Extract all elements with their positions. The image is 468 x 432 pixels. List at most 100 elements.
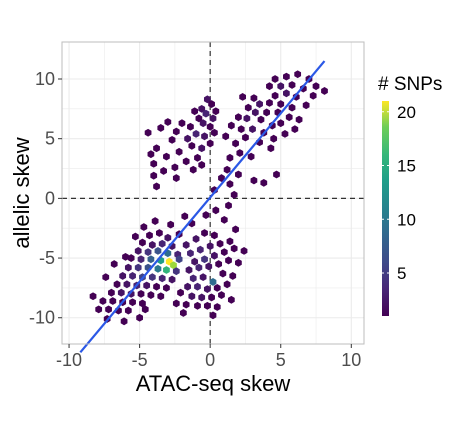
hex-cell: [277, 119, 285, 128]
hex-cell: [225, 201, 232, 210]
hex-cell: [164, 233, 172, 242]
hex-cell: [235, 170, 242, 179]
hex-cell: [202, 109, 210, 118]
hex-cell: [227, 295, 235, 304]
hex-cell: [105, 305, 112, 314]
hex-cell: [164, 118, 172, 126]
hex-cell: [285, 113, 293, 122]
hex-cell: [134, 263, 142, 272]
hex-cell: [209, 311, 217, 320]
hex-cell: [102, 273, 110, 282]
hex-cell: [211, 231, 218, 240]
hex-cell: [184, 282, 191, 291]
hex-cell: [163, 284, 170, 292]
hex-cell: [218, 174, 225, 182]
hex-cell: [283, 89, 290, 98]
hex-cell: [281, 130, 289, 138]
hex-cell: [213, 284, 221, 292]
hex-cell: [203, 301, 211, 310]
hex-cell: [194, 153, 201, 162]
legend-title: # SNPs: [378, 74, 442, 95]
hex-cell: [172, 267, 180, 276]
hex-cell: [195, 263, 203, 272]
color-legend: # SNPs 5 10 15 20: [378, 74, 442, 316]
hex-cell: [144, 128, 152, 137]
hex-cell: [182, 241, 190, 249]
hex-cell: [192, 130, 200, 138]
hex-cell: [201, 132, 208, 141]
hex-cell: [203, 95, 211, 104]
hex-cell: [257, 115, 265, 124]
hex-cell: [153, 182, 160, 191]
hex-cell: [179, 309, 187, 317]
hex-cell: [160, 167, 167, 175]
hex-cell: [219, 269, 227, 278]
hex-cell: [127, 254, 135, 262]
hex-cell: [237, 125, 245, 134]
x-tick-label: 10: [341, 350, 361, 370]
hex-cell: [134, 246, 142, 255]
hex-cell: [229, 272, 237, 280]
hex-cell: [95, 305, 103, 314]
hex-cell: [230, 244, 238, 253]
x-tick-label: -5: [132, 350, 148, 370]
y-tick-label: -5: [39, 248, 55, 268]
hex-cell: [124, 263, 132, 272]
x-tick-label: -10: [56, 350, 82, 370]
hex-cell: [321, 87, 328, 95]
hex-cell: [251, 108, 259, 117]
hex-cell: [208, 293, 215, 302]
hex-cell: [196, 245, 204, 254]
hex-cell: [124, 306, 132, 315]
hex-cell: [292, 93, 300, 101]
hex-cell: [302, 101, 310, 110]
hex-cell: [202, 211, 210, 219]
hex-cell: [144, 248, 152, 256]
hex-cell: [99, 297, 107, 305]
hex-cell: [154, 246, 162, 255]
hex-cell: [156, 229, 163, 237]
hex-cell: [185, 266, 193, 274]
y-tick-label: 0: [45, 188, 55, 208]
hex-cell: [273, 170, 280, 179]
hex-cell: [147, 291, 155, 299]
hex-cell: [192, 235, 200, 243]
hex-cell: [288, 81, 296, 89]
hex-cell: [139, 238, 146, 247]
hex-cell: [137, 255, 145, 264]
hex-cell: [198, 161, 206, 169]
hex-cell: [89, 292, 97, 301]
hex-cell: [213, 303, 221, 311]
hex-cell: [222, 132, 230, 141]
hex-cell: [226, 237, 234, 246]
hex-cell: [206, 139, 214, 148]
hex-cell: [212, 107, 220, 116]
hex-cell: [189, 165, 197, 174]
hex-cell: [140, 223, 148, 231]
hex-cell: [127, 289, 135, 298]
hex-cell: [187, 249, 194, 258]
regression-line: [79, 60, 326, 354]
hex-cell: [132, 232, 139, 241]
hex-cell: [299, 84, 307, 93]
hex-cell: [212, 206, 220, 215]
hex-cell: [157, 124, 165, 132]
hex-cell: [201, 255, 208, 264]
hex-cell: [239, 93, 247, 101]
hex-cell: [216, 239, 224, 248]
hex-cell: [154, 264, 162, 273]
hex-cell: [168, 275, 176, 284]
hex-cell: [250, 176, 258, 185]
hex-cell: [123, 280, 131, 289]
hex-cell: [170, 261, 177, 270]
grid-lines: [62, 42, 364, 344]
hex-cell: [129, 272, 136, 280]
hex-cell: [277, 82, 285, 91]
hex-cell: [223, 280, 231, 289]
hex-cell: [209, 278, 217, 286]
hex-cell: [163, 266, 170, 274]
legend-tick-label: 20: [397, 103, 416, 122]
hex-cell: [220, 215, 228, 224]
hex-cell: [288, 103, 296, 112]
hex-cell: [136, 313, 143, 322]
